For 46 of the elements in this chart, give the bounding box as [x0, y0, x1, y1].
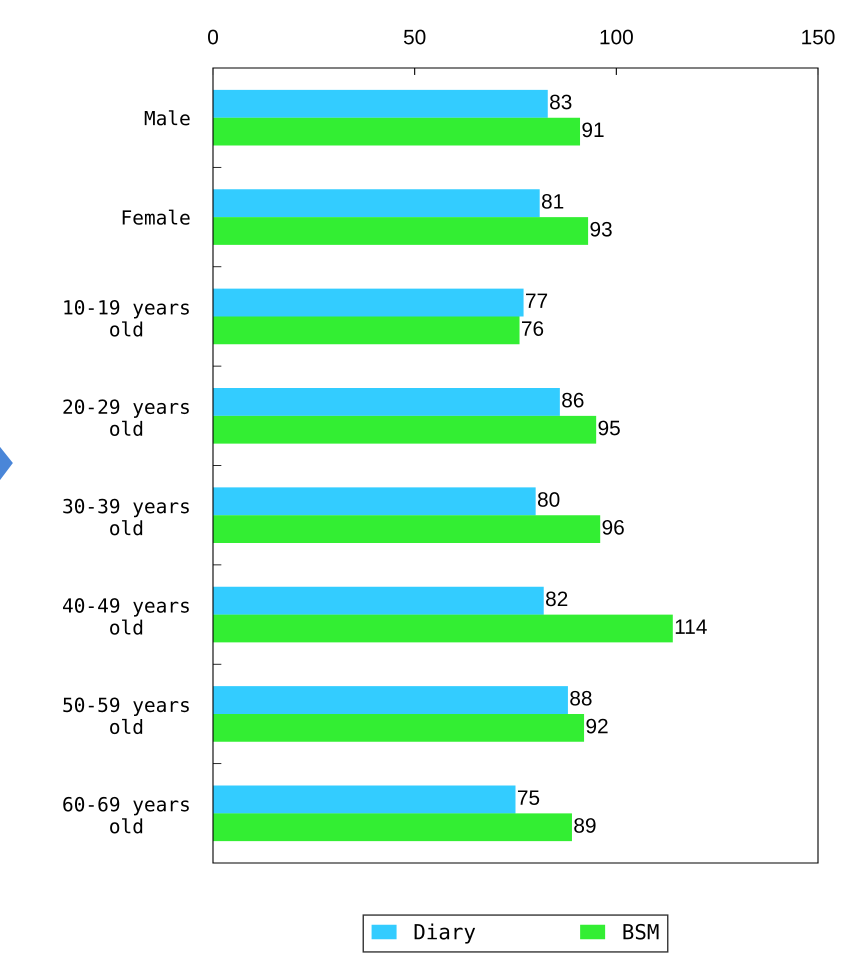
data-label: 88: [570, 690, 592, 706]
bar: [213, 288, 524, 316]
data-label: 76: [522, 321, 544, 336]
legend-label: BSM: [623, 924, 659, 940]
y-tick-label: 20-29 years old: [63, 399, 189, 436]
data-label: 80: [538, 492, 560, 507]
bar: [213, 785, 516, 814]
data-label: 95: [598, 420, 620, 436]
data-label: 77: [526, 294, 548, 308]
bar: [213, 416, 596, 444]
bar: [213, 90, 548, 118]
data-label: 83: [550, 94, 572, 110]
bar: [213, 586, 544, 615]
y-tick-label: 40-49 years old: [62, 598, 189, 635]
bar: [213, 189, 540, 218]
y-tick-label: 50-59 years old: [63, 697, 189, 734]
bar: [213, 515, 600, 544]
bar: [213, 316, 520, 344]
data-label: 75: [518, 790, 540, 805]
x-tick-label: 100: [600, 30, 633, 44]
data-label: 92: [586, 718, 608, 734]
data-label: 91: [582, 122, 604, 138]
x-tick-label: 50: [404, 30, 426, 44]
bar: [213, 714, 584, 742]
bar: [213, 118, 580, 146]
data-label: 86: [562, 392, 584, 408]
data-label: 96: [602, 520, 624, 535]
y-tick-label: Male: [144, 110, 190, 126]
y-tick-label: 30-39 years old: [63, 498, 189, 536]
data-label: 114: [676, 620, 707, 634]
data-label: 81: [542, 194, 564, 209]
x-tick-label: 150: [802, 30, 835, 44]
y-tick-label: 60-69 years old: [63, 796, 189, 834]
bar: [213, 217, 588, 245]
legend-label: Diary: [414, 923, 476, 944]
data-label: 93: [590, 222, 612, 237]
x-tick-label: 0: [208, 30, 218, 44]
bar: [213, 487, 536, 516]
y-tick-label: Female: [122, 210, 190, 225]
bar: [213, 686, 568, 714]
bar: [213, 813, 572, 842]
bar: [213, 614, 673, 642]
data-label: 89: [574, 818, 596, 833]
bar: [213, 388, 560, 416]
y-tick-label: 10-19 years old: [64, 300, 189, 337]
data-label: 82: [546, 591, 568, 606]
